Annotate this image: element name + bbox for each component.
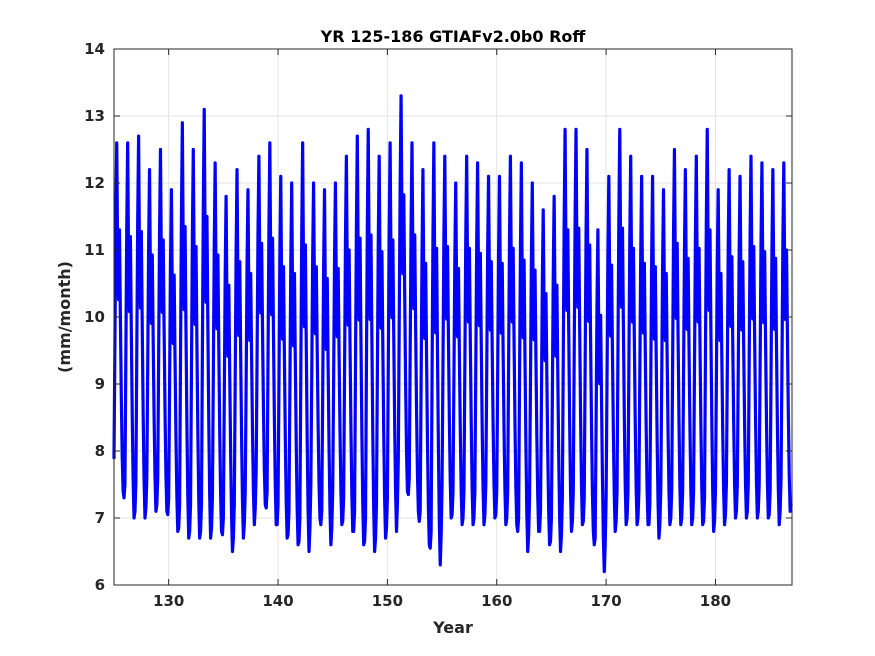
y-tick-label: 12 [84,174,105,192]
y-tick-label: 11 [84,241,105,259]
runoff-series-line [112,94,793,574]
y-tick-label: 8 [95,442,105,460]
y-tick-label: 9 [95,375,105,393]
y-tick-label: 14 [84,40,105,58]
x-tick-label: 150 [372,592,403,610]
x-tick-label: 130 [153,592,184,610]
x-axis-title: Year [432,618,473,637]
y-tick-label: 13 [84,107,105,125]
chart-title: YR 125-186 GTIAFv2.0b0 Roff [320,27,587,46]
x-tick-label: 140 [262,592,293,610]
y-axis-title: (mm/month) [55,261,74,373]
data-layer [112,94,793,574]
y-tick-label: 10 [84,308,105,326]
x-tick-label: 180 [700,592,731,610]
y-tick-label: 7 [95,509,105,527]
y-tick-label: 6 [95,576,105,594]
tick-layer: 130 140 150 160 170 180 6 7 8 9 10 11 12 13 14 [84,40,792,610]
x-tick-label: 160 [481,592,512,610]
x-tick-label: 170 [590,592,621,610]
